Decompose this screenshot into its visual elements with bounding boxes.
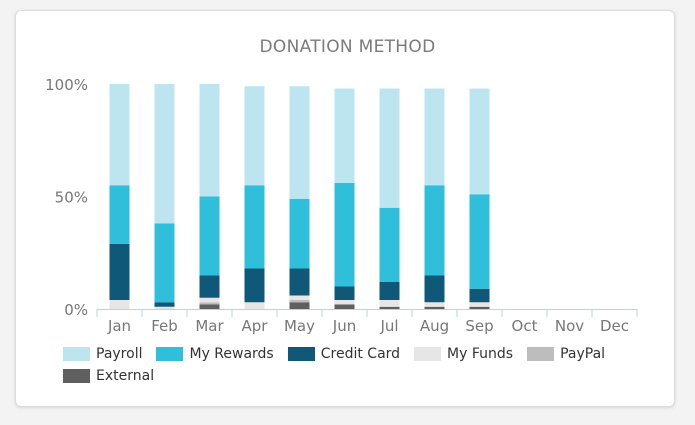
x-tick-label: Jun	[332, 317, 356, 335]
bar-segment	[469, 288, 490, 303]
legend-swatch	[527, 347, 555, 361]
bar-segment	[379, 88, 400, 208]
bar-segment	[199, 302, 220, 305]
bar-segment	[154, 302, 175, 307]
bar-segment	[199, 297, 220, 303]
bar-segment	[289, 295, 310, 300]
bar-segment	[379, 300, 400, 307]
bar-segment	[469, 306, 490, 309]
bar-segment	[289, 302, 310, 309]
bar-segment	[469, 194, 490, 289]
bar-segment	[199, 196, 220, 276]
bar-segment	[289, 198, 310, 269]
legend-label: My Funds	[447, 346, 514, 362]
bar-segment	[289, 300, 310, 303]
bar-segment	[379, 207, 400, 282]
x-tick-label: Feb	[151, 317, 178, 335]
bar-segment	[154, 223, 175, 303]
bar-segment	[424, 185, 445, 276]
legend-label: My Rewards	[189, 346, 274, 362]
bar-segment	[379, 282, 400, 300]
y-tick-label: 0%	[64, 301, 88, 319]
bar-segment	[334, 300, 355, 305]
legend-swatch	[414, 347, 442, 361]
bar-segment	[424, 306, 445, 309]
legend-label: PayPal	[560, 346, 606, 362]
legend-label: Payroll	[96, 346, 143, 362]
bar-segment	[469, 302, 490, 307]
legend-swatch	[156, 347, 184, 361]
bar-segment	[379, 306, 400, 309]
x-tick-label: Sep	[465, 317, 493, 335]
legend-item[interactable]: My Funds	[414, 345, 513, 363]
y-tick-label: 100%	[45, 76, 88, 94]
legend-item[interactable]: PayPal	[527, 345, 605, 363]
legend-item[interactable]: My Rewards	[156, 345, 274, 363]
bar-segment	[334, 183, 355, 287]
y-tick-label: 50%	[55, 189, 88, 207]
bar-segment	[334, 88, 355, 183]
x-tick-label: Oct	[512, 317, 538, 335]
bar-segment	[109, 243, 130, 300]
x-tick-label: Aug	[420, 317, 449, 335]
bar-segment	[109, 185, 130, 244]
bar-segment	[199, 304, 220, 309]
bar-segment	[334, 304, 355, 309]
legend-item[interactable]: Payroll	[63, 345, 142, 363]
bar-segment	[244, 302, 265, 309]
bar-segment	[244, 268, 265, 303]
chart-title: DONATION METHOD	[259, 37, 436, 57]
legend-label: Credit Card	[320, 346, 401, 362]
x-tick-label: May	[284, 317, 315, 335]
bar-segment	[244, 86, 265, 186]
bar-segment	[244, 185, 265, 269]
bar-segment	[424, 302, 445, 307]
bar-segment	[469, 88, 490, 195]
legend-item[interactable]: Credit Card	[287, 345, 401, 363]
bar-segment	[424, 88, 445, 186]
bar-segment	[334, 286, 355, 300]
x-tick-label: Jan	[107, 317, 131, 335]
x-tick-label: Nov	[555, 317, 584, 335]
legend-swatch	[63, 369, 90, 383]
x-tick-label: Apr	[242, 317, 269, 335]
legend-swatch	[63, 347, 90, 361]
bar-segment	[109, 300, 130, 309]
bar-segment	[199, 275, 220, 298]
bar-segment	[154, 84, 175, 224]
x-tick-label: Mar	[195, 317, 224, 335]
chart-legend: Payroll My Rewards Credit Card My Funds PayP…	[63, 345, 663, 385]
bar-segment	[289, 268, 310, 296]
bar-segment	[424, 275, 445, 303]
bar-segment	[199, 84, 220, 197]
bar-segment	[154, 306, 175, 309]
legend-label: External	[96, 368, 155, 384]
legend-swatch	[287, 347, 315, 361]
x-tick-label: Dec	[600, 317, 629, 335]
legend-item[interactable]: External	[63, 367, 154, 385]
bar-segment	[109, 84, 130, 186]
bar-segment	[289, 86, 310, 199]
x-tick-label: Jul	[379, 317, 398, 335]
